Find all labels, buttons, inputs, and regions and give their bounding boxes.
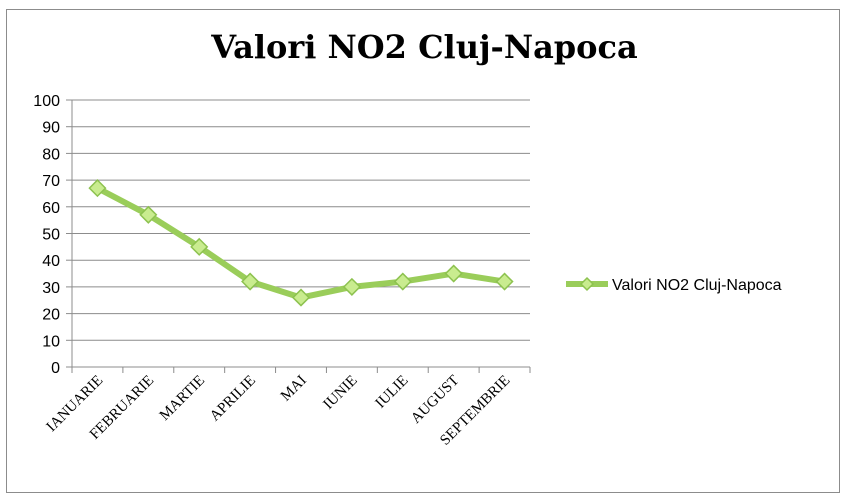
- legend-marker: [579, 276, 595, 292]
- data-point: [495, 272, 514, 291]
- y-tick-label: 20: [42, 307, 60, 324]
- y-tick-label: 80: [42, 146, 60, 163]
- y-axis-ticks: 0 10 20 30 40 50 60 70 80 90 100: [33, 93, 72, 377]
- legend: Valori NO2 Cluj-Napoca: [566, 276, 782, 294]
- chart-frame: [6, 9, 840, 493]
- y-tick-label: 60: [42, 200, 60, 217]
- x-tick-label: IUNIE: [321, 373, 361, 413]
- x-tick-label: AUGUST: [408, 373, 462, 427]
- y-tick-label: 0: [51, 360, 60, 377]
- data-point: [444, 264, 463, 283]
- data-point: [139, 205, 158, 224]
- data-point: [291, 288, 311, 307]
- x-tick-label: IULIE: [373, 373, 412, 412]
- y-tick-label: 30: [42, 280, 60, 297]
- data-point: [342, 277, 361, 296]
- x-tick-label: MARTIE: [157, 373, 208, 424]
- data-point: [88, 179, 107, 198]
- y-tick-label: 40: [42, 253, 60, 270]
- y-tick-label: 90: [42, 120, 60, 137]
- x-tick-label: APRILIE: [207, 373, 259, 425]
- data-point: [190, 237, 209, 256]
- data-point: [241, 272, 260, 291]
- legend-label: Valori NO2 Cluj-Napoca: [612, 277, 782, 294]
- y-tick-label: 100: [33, 93, 60, 110]
- chart-title: Valori NO2 Cluj-Napoca: [211, 28, 638, 66]
- series-line: [94, 185, 508, 301]
- data-point: [393, 272, 412, 291]
- axes: [71, 100, 530, 368]
- y-tick-label: 50: [42, 227, 60, 244]
- series-layer: [88, 179, 514, 307]
- y-tick-label: 10: [42, 333, 60, 350]
- x-tick-label: MAI: [278, 373, 310, 405]
- y-tick-label: 70: [42, 173, 60, 190]
